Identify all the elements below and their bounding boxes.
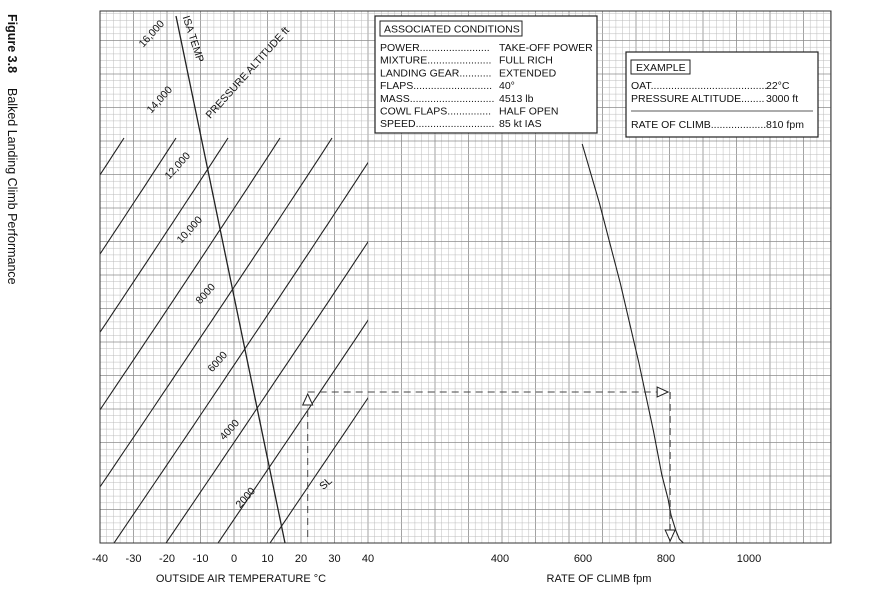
condition-label: MASS............................. bbox=[380, 93, 494, 105]
condition-label: LANDING GEAR........... bbox=[380, 67, 491, 79]
roc-tick-label: 1000 bbox=[737, 553, 761, 565]
oat-tick-label: 20 bbox=[295, 553, 307, 565]
example-box: EXAMPLE OAT.............................… bbox=[626, 52, 818, 137]
roc-tick-label: 800 bbox=[657, 553, 675, 565]
condition-label: SPEED........................... bbox=[380, 118, 494, 130]
oat-tick-label: 10 bbox=[261, 553, 273, 565]
oat-tick-label: -10 bbox=[193, 553, 209, 565]
condition-label: FLAPS........................... bbox=[380, 80, 492, 92]
condition-value: TAKE-OFF POWER bbox=[499, 42, 593, 54]
associated-conditions-box: ASSOCIATED CONDITIONS POWER.............… bbox=[375, 16, 597, 133]
condition-value: EXTENDED bbox=[499, 67, 557, 79]
oat-tick-label: -20 bbox=[159, 553, 175, 565]
associated-conditions-title: ASSOCIATED CONDITIONS bbox=[384, 24, 520, 36]
oat-axis-title: OUTSIDE AIR TEMPERATURE °C bbox=[156, 573, 326, 585]
roc-tick-label: 400 bbox=[491, 553, 509, 565]
oat-tick-label: 40 bbox=[362, 553, 374, 565]
example-label: OAT.....................................… bbox=[631, 80, 767, 92]
condition-label: MIXTURE...................... bbox=[380, 55, 491, 67]
roc-axis-title: RATE OF CLIMB fpm bbox=[547, 573, 652, 585]
condition-label: POWER........................ bbox=[380, 42, 490, 54]
condition-value: 40° bbox=[499, 80, 515, 92]
figure-number: Figure 3.8 bbox=[5, 14, 19, 73]
oat-tick-label: 0 bbox=[231, 553, 237, 565]
example-value: 22°C bbox=[766, 80, 790, 92]
condition-value: 85 kt IAS bbox=[499, 118, 542, 130]
example-result-label: RATE OF CLIMB................... bbox=[631, 119, 766, 131]
example-value: 3000 ft bbox=[766, 93, 798, 105]
example-result-value: 810 fpm bbox=[766, 119, 804, 131]
example-label: PRESSURE ALTITUDE........ bbox=[631, 93, 764, 105]
condition-label: COWL FLAPS............... bbox=[380, 106, 491, 118]
example-rows: OAT.....................................… bbox=[631, 80, 798, 105]
oat-tick-label: -40 bbox=[92, 553, 108, 565]
oat-tick-label: -30 bbox=[126, 553, 142, 565]
oat-tick-label: 30 bbox=[328, 553, 340, 565]
condition-value: 4513 lb bbox=[499, 93, 534, 105]
roc-tick-label: 600 bbox=[574, 553, 592, 565]
condition-value: HALF OPEN bbox=[499, 106, 559, 118]
condition-value: FULL RICH bbox=[499, 55, 553, 67]
example-title: EXAMPLE bbox=[636, 62, 686, 74]
figure-title: Balked Landing Climb Performance bbox=[5, 88, 19, 285]
